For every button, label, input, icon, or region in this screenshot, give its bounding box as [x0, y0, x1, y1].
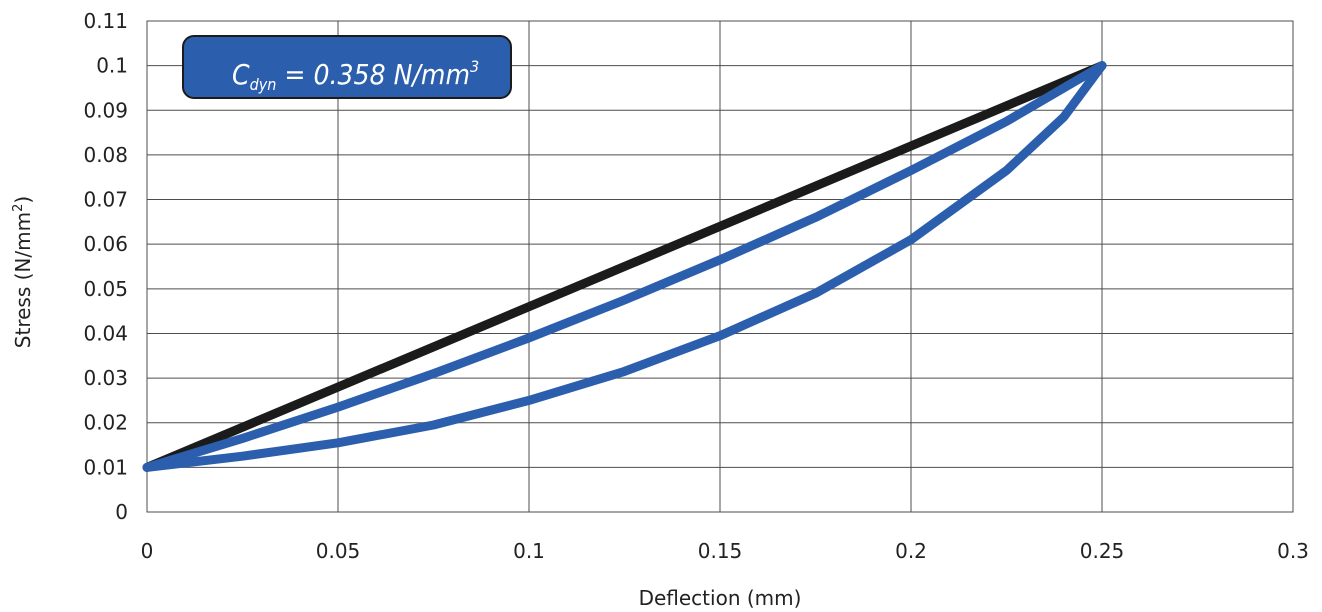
- x-tick-label: 0: [141, 539, 154, 563]
- annotation-sup: 3: [470, 57, 479, 76]
- annotation-box: [182, 35, 512, 99]
- annotation-c: C: [232, 58, 250, 91]
- y-tick-label: 0.08: [83, 143, 128, 167]
- y-tick-label: 0.05: [83, 277, 128, 301]
- x-tick-labels: 0 0.05 0.1 0.15 0.2 0.25 0.3: [141, 539, 1309, 563]
- series-lines: [142, 61, 1107, 472]
- y-tick-label: 0.07: [83, 188, 128, 212]
- x-tick-label: 0.1: [513, 539, 545, 563]
- y-tick-label: 0.1: [96, 54, 128, 78]
- series-line-2: [142, 61, 1107, 472]
- annotation-value: = 0.358 N/mm: [276, 58, 470, 91]
- annotation-text: Cdyn = 0.358 N/mm3: [232, 57, 479, 94]
- x-tick-label: 0.25: [1080, 539, 1125, 563]
- x-tick-label: 0.2: [895, 539, 927, 563]
- x-tick-label: 0.05: [316, 539, 361, 563]
- y-axis-title-main: Stress (N/mm: [11, 212, 35, 348]
- y-axis-title-end: ): [11, 196, 35, 204]
- y-tick-label: 0.02: [83, 411, 128, 435]
- y-axis-title-sup: 2: [11, 204, 26, 212]
- annotation-sub: dyn: [250, 75, 277, 94]
- y-tick-label: 0.01: [83, 455, 128, 479]
- cdyn-annotation: Cdyn = 0.358 N/mm3: [182, 35, 512, 99]
- y-tick-label: 0.04: [83, 321, 128, 345]
- y-tick-label: 0.06: [83, 232, 128, 256]
- y-tick-label: 0.11: [83, 9, 128, 33]
- series-line-3: [142, 61, 1107, 472]
- y-axis-title: Stress (N/mm2): [11, 196, 35, 348]
- x-tick-label: 0.15: [698, 539, 743, 563]
- y-tick-label: 0.03: [83, 366, 128, 390]
- y-tick-labels: 0 0.01 0.02 0.03 0.04 0.05 0.06 0.07 0.08 0.09 0.1…: [83, 9, 128, 524]
- x-tick-label: 0.3: [1277, 539, 1309, 563]
- y-tick-label: 0: [115, 500, 128, 524]
- x-axis-title: Deflection (mm): [639, 586, 802, 610]
- series-line-1: [142, 61, 1107, 472]
- y-tick-label: 0.09: [83, 98, 128, 122]
